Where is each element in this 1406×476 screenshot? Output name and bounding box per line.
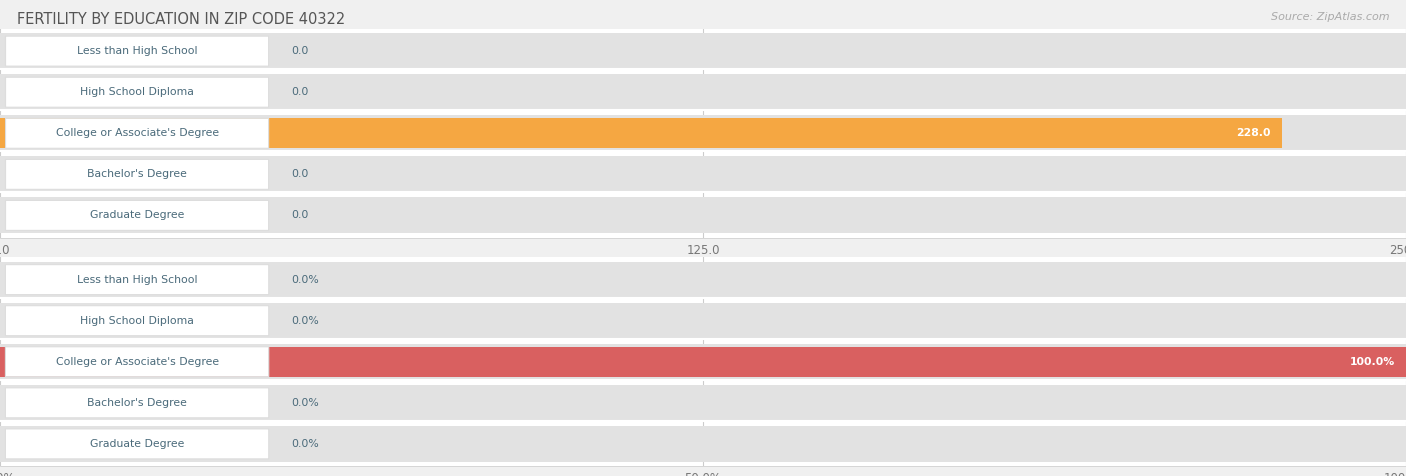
Text: Graduate Degree: Graduate Degree [90,439,184,449]
Text: 228.0: 228.0 [1236,128,1271,139]
FancyBboxPatch shape [0,156,1406,192]
Text: Bachelor's Degree: Bachelor's Degree [87,169,187,179]
Text: College or Associate's Degree: College or Associate's Degree [55,357,219,367]
FancyBboxPatch shape [6,77,269,107]
FancyBboxPatch shape [0,198,1406,234]
FancyBboxPatch shape [0,115,1406,151]
Text: 0.0: 0.0 [291,46,308,56]
Text: Bachelor's Degree: Bachelor's Degree [87,398,187,408]
FancyBboxPatch shape [6,388,269,418]
Text: Less than High School: Less than High School [77,275,197,285]
Text: 0.0%: 0.0% [291,398,319,408]
FancyBboxPatch shape [0,33,1406,69]
FancyBboxPatch shape [6,265,269,295]
Text: Source: ZipAtlas.com: Source: ZipAtlas.com [1271,12,1389,22]
FancyBboxPatch shape [0,426,1406,462]
Text: 0.0: 0.0 [291,87,308,97]
Text: Graduate Degree: Graduate Degree [90,210,184,220]
Bar [0,347,1406,377]
Text: College or Associate's Degree: College or Associate's Degree [55,128,219,139]
FancyBboxPatch shape [6,429,269,459]
FancyBboxPatch shape [6,119,269,148]
Text: FERTILITY BY EDUCATION IN ZIP CODE 40322: FERTILITY BY EDUCATION IN ZIP CODE 40322 [17,12,344,27]
Text: 0.0: 0.0 [291,169,308,179]
FancyBboxPatch shape [0,261,1406,298]
FancyBboxPatch shape [6,36,269,66]
Text: 0.0%: 0.0% [291,439,319,449]
Text: High School Diploma: High School Diploma [80,87,194,97]
Text: 0.0%: 0.0% [291,275,319,285]
Text: 100.0%: 100.0% [1350,357,1395,367]
Text: 0.0: 0.0 [291,210,308,220]
FancyBboxPatch shape [0,74,1406,110]
Text: 0.0%: 0.0% [291,316,319,326]
FancyBboxPatch shape [0,385,1406,421]
FancyBboxPatch shape [6,159,269,189]
FancyBboxPatch shape [6,306,269,336]
FancyBboxPatch shape [6,200,269,230]
Text: Less than High School: Less than High School [77,46,197,56]
Text: High School Diploma: High School Diploma [80,316,194,326]
FancyBboxPatch shape [0,303,1406,339]
FancyBboxPatch shape [0,344,1406,380]
FancyBboxPatch shape [6,347,269,377]
Bar [0,119,1282,148]
